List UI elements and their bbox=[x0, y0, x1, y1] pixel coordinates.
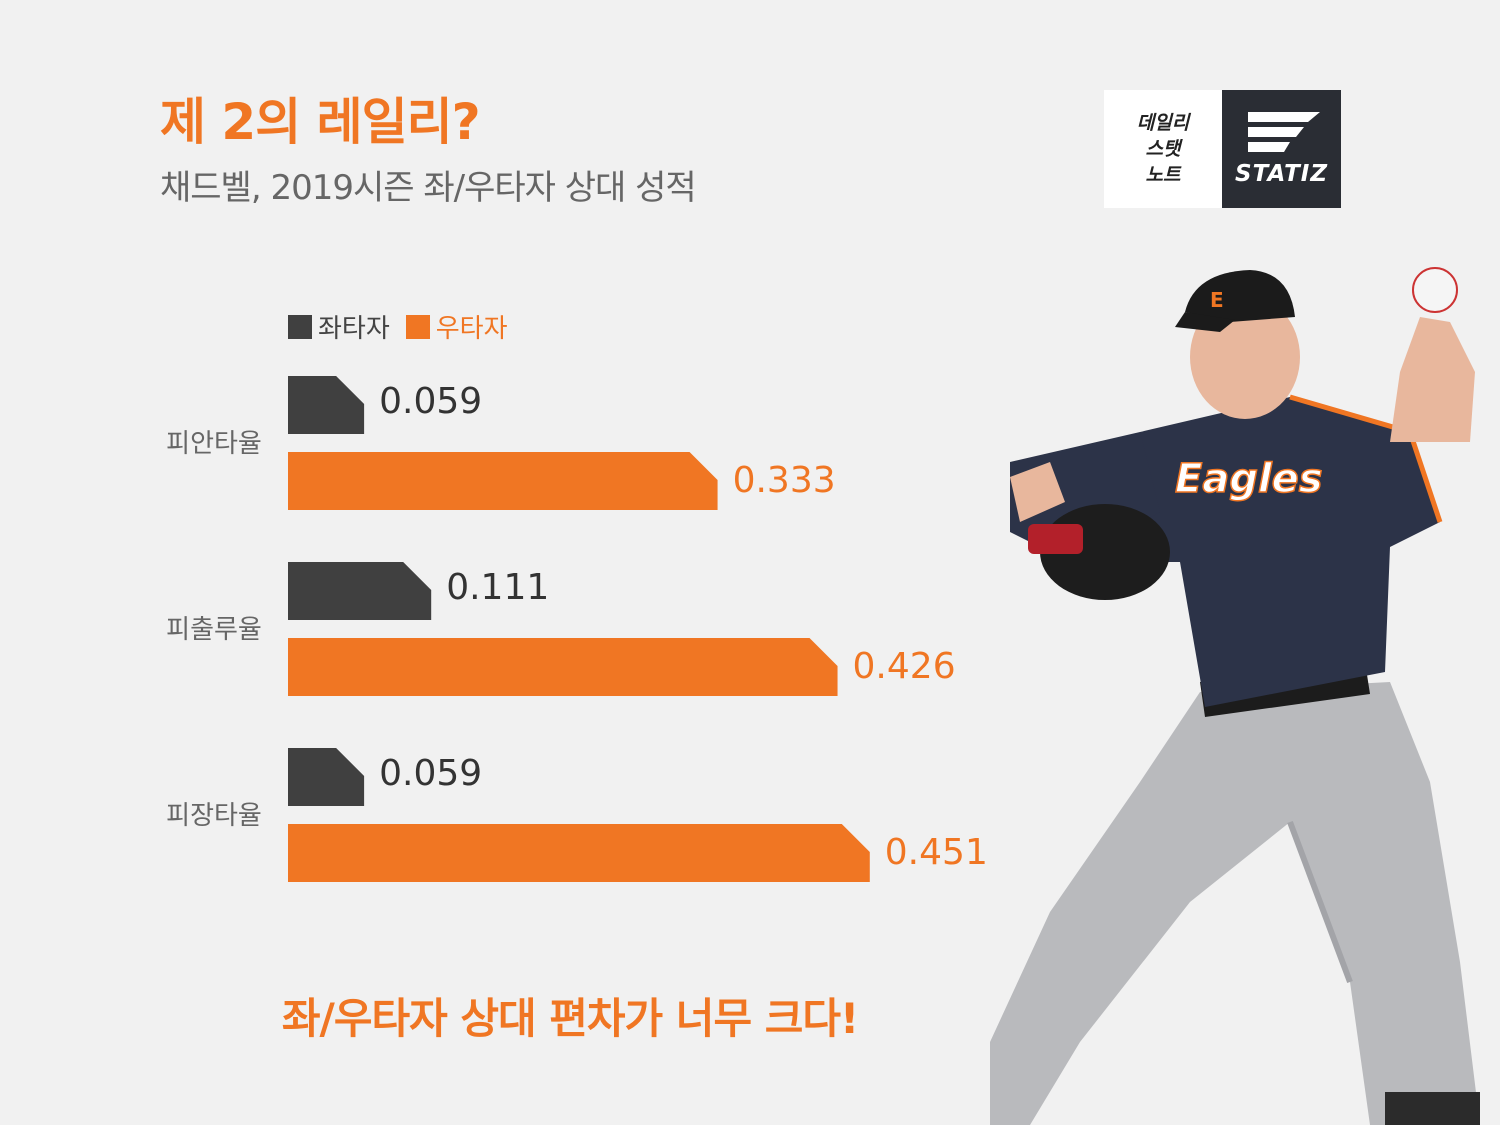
statiz-stripes-icon bbox=[1248, 112, 1320, 152]
daily-stat-note-logo: 데일리 스탯 노트 bbox=[1104, 90, 1222, 208]
chart-legend: 좌타자 우타자 bbox=[288, 308, 524, 345]
statiz-mark: STATIZ bbox=[1222, 90, 1341, 208]
statiz-wordmark: STATIZ bbox=[1235, 161, 1328, 187]
legend-label-left: 좌타자 bbox=[318, 314, 390, 344]
page-title: 제 2의 레일리? bbox=[160, 93, 481, 151]
statiz-logo: 데일리 스탯 노트 STATIZ bbox=[1104, 90, 1341, 208]
data-label-right-batter: 0.426 bbox=[853, 646, 956, 687]
bar-chart: 피안타율 0.059 0.333 피출루율 0.111 0.426 피장타율 0.059 0.4… bbox=[166, 376, 988, 882]
data-label-right-batter: 0.333 bbox=[733, 460, 836, 501]
bar-left-batter bbox=[288, 748, 365, 806]
legend-swatch-left bbox=[288, 314, 312, 339]
legend-swatch-right bbox=[405, 314, 430, 339]
page-subtitle: 채드벨, 2019시즌 좌/우타자 상대 성적 bbox=[160, 168, 697, 208]
svg-text:Eagles: Eagles bbox=[1175, 456, 1323, 502]
legend-item-left: 좌타자 bbox=[288, 308, 390, 345]
legend-label-right: 우타자 bbox=[435, 314, 508, 344]
category-label: 피출루율 bbox=[166, 615, 262, 645]
conclusion-text: 좌/우타자 상대 편차가 너무 크다! bbox=[281, 994, 859, 1043]
logo-line-2: 스탯 bbox=[1145, 138, 1181, 160]
logo-line-1: 데일리 bbox=[1136, 112, 1190, 134]
data-label-left-batter: 0.059 bbox=[379, 753, 482, 794]
category-label: 피장타율 bbox=[166, 801, 262, 831]
bar-right-batter bbox=[288, 638, 838, 696]
bar-left-batter bbox=[288, 562, 432, 620]
bar-right-batter bbox=[288, 452, 718, 510]
bar-right-batter bbox=[288, 824, 870, 882]
bar-left-batter bbox=[288, 376, 365, 434]
data-label-left-batter: 0.059 bbox=[379, 381, 482, 422]
pitcher-photo: E Eagles bbox=[990, 267, 1480, 1125]
category-label: 피안타율 bbox=[166, 429, 262, 459]
data-label-left-batter: 0.111 bbox=[446, 567, 549, 608]
svg-text:E: E bbox=[1210, 288, 1224, 312]
logo-line-3: 노트 bbox=[1145, 164, 1181, 186]
data-label-right-batter: 0.451 bbox=[885, 832, 988, 873]
legend-item-right: 우타자 bbox=[405, 308, 508, 345]
